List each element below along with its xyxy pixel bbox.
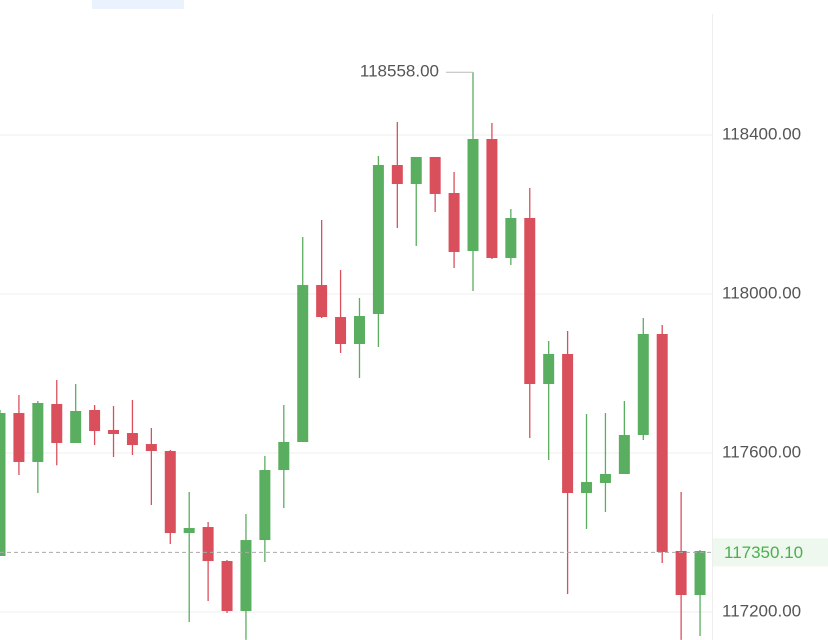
current-price-label: 117350.10 (724, 543, 803, 562)
candle-body (467, 139, 479, 251)
y-tick-label: 117600.00 (722, 442, 801, 461)
candle-body (297, 285, 309, 442)
candle-body (202, 527, 214, 562)
candle-body (259, 470, 271, 541)
candle-body (524, 217, 536, 384)
candle-body (505, 217, 517, 258)
candle-body (51, 403, 63, 443)
candle-body (278, 441, 290, 471)
candle-body (448, 192, 460, 252)
y-tick-label: 117200.00 (722, 601, 801, 620)
candle-body (637, 333, 649, 436)
candle-body (108, 429, 120, 435)
y-tick-label: 118400.00 (722, 124, 801, 143)
candle-body (221, 561, 233, 612)
candle-body (32, 403, 44, 462)
candle-body (675, 550, 687, 596)
candle-body (410, 156, 422, 185)
current-price-bg (713, 538, 828, 567)
candle-body (486, 139, 498, 258)
candle-body (316, 285, 328, 318)
candle-body (145, 444, 157, 452)
candle-body (89, 409, 101, 432)
candle-body (240, 540, 252, 612)
candle-body (618, 435, 630, 474)
candle-body (353, 315, 365, 345)
candle-body (581, 482, 593, 493)
candle-body (372, 165, 384, 314)
candle-body (543, 353, 555, 384)
candle-body (429, 156, 441, 194)
candle-body (183, 528, 195, 534)
candle-body (164, 451, 176, 534)
candle-body (13, 413, 25, 462)
tab-indicator (92, 0, 184, 9)
candle-body (656, 333, 668, 553)
y-tick-label: 118000.00 (722, 283, 801, 302)
candle-body (599, 473, 611, 484)
candle-body (126, 433, 138, 446)
candle-body (694, 550, 706, 596)
candle-body (562, 353, 574, 493)
candle-body (391, 165, 403, 185)
candle-body (335, 317, 347, 345)
max-label: 118558.00 (360, 62, 439, 81)
candle-body (70, 410, 82, 443)
candle-body (0, 413, 6, 557)
